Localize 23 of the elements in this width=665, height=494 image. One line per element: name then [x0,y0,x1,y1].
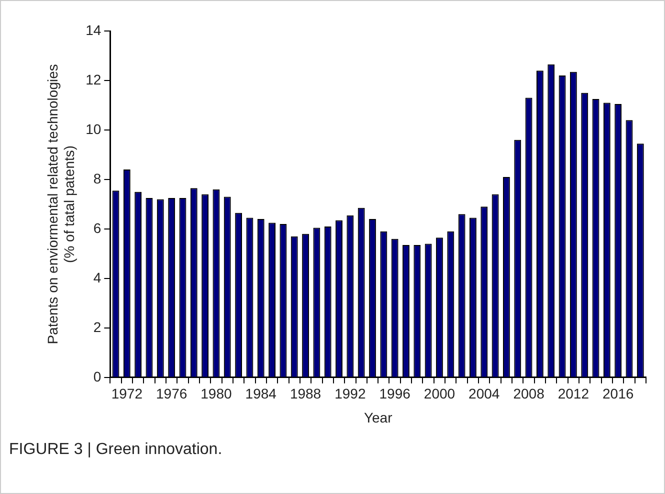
x-tick-label: 1972 [111,386,143,402]
y-tick-label: 6 [93,220,102,236]
y-tick-label: 2 [93,318,102,335]
x-tick-label: 2016 [602,386,634,402]
x-tick-label: 2012 [558,386,590,402]
caption: FIGURE 3 | Green innovation. [9,441,222,459]
y-tick-label: 12 [86,71,102,88]
x-tick-label: 1988 [290,386,322,402]
x-axis-title: Year [364,409,393,426]
x-tick-label: 1984 [245,386,277,402]
x-tick-label: 2000 [424,386,456,402]
y-axis-title: Patents on enviormental related technologies (% of tatal patents) [44,64,78,344]
x-tick-label: 1992 [334,386,366,402]
y-tick-label: 8 [93,170,102,186]
x-tick-label: 2008 [513,386,545,402]
y-tick-label: 14 [86,22,102,38]
x-tick-label: 1976 [156,386,188,402]
y-tick-label: 4 [93,269,102,286]
x-tick-label: 1996 [379,386,411,402]
y-tick-label: 0 [93,368,102,384]
y-tick-label: 10 [86,120,102,137]
x-tick-label: 1980 [200,386,232,402]
x-tick-label: 2004 [468,386,500,402]
